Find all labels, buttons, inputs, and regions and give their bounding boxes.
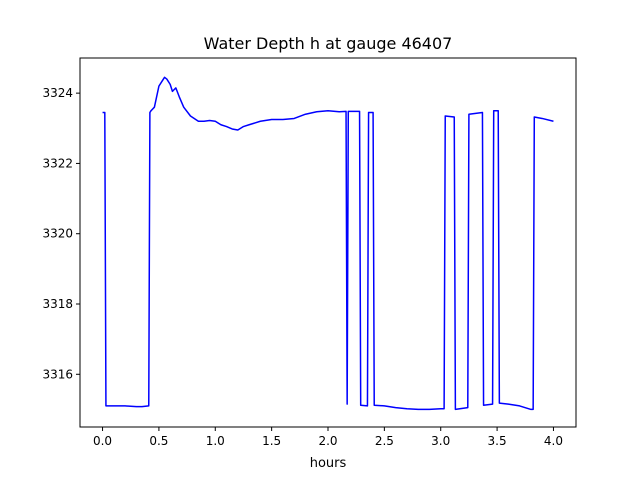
x-tick-label: 2.0 bbox=[318, 434, 337, 448]
y-tick-label: 3322 bbox=[42, 156, 73, 170]
plot-content bbox=[102, 76, 554, 411]
plot-frame bbox=[79, 57, 577, 428]
y-tick-label: 3324 bbox=[42, 86, 73, 100]
y-axis: 3316 3318 3320 3322 3324 bbox=[42, 86, 80, 381]
y-tick-label: 3320 bbox=[42, 227, 73, 241]
y-tick-label: 3316 bbox=[42, 367, 73, 381]
x-tick-label: 1.5 bbox=[262, 434, 281, 448]
x-tick-label: 1.0 bbox=[206, 434, 225, 448]
x-tick-label: 0.0 bbox=[93, 434, 112, 448]
x-tick-label: 4.0 bbox=[544, 434, 563, 448]
x-tick-label: 0.5 bbox=[149, 434, 168, 448]
y-tick-label: 3318 bbox=[42, 297, 73, 311]
x-tick-label: 2.5 bbox=[375, 434, 394, 448]
x-tick-label: 3.5 bbox=[488, 434, 507, 448]
chart-title: Water Depth h at gauge 46407 bbox=[204, 34, 453, 53]
series-line-0 bbox=[102, 76, 554, 411]
x-axis-label: hours bbox=[310, 456, 347, 471]
x-tick-label: 3.0 bbox=[431, 434, 450, 448]
x-axis: 0.0 0.5 1.0 1.5 2.0 2.5 3.0 3.5 4.0 bbox=[93, 427, 563, 448]
